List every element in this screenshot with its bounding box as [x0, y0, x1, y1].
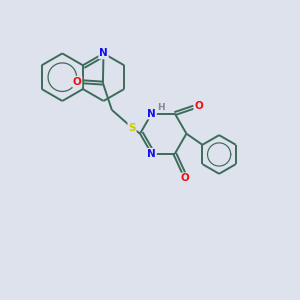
Text: S: S — [128, 123, 136, 133]
Text: N: N — [99, 48, 108, 59]
Text: N: N — [147, 109, 156, 118]
Text: H: H — [157, 103, 164, 112]
Text: O: O — [194, 100, 203, 111]
Text: N: N — [147, 149, 156, 159]
Text: O: O — [73, 76, 81, 87]
Text: O: O — [181, 173, 190, 183]
